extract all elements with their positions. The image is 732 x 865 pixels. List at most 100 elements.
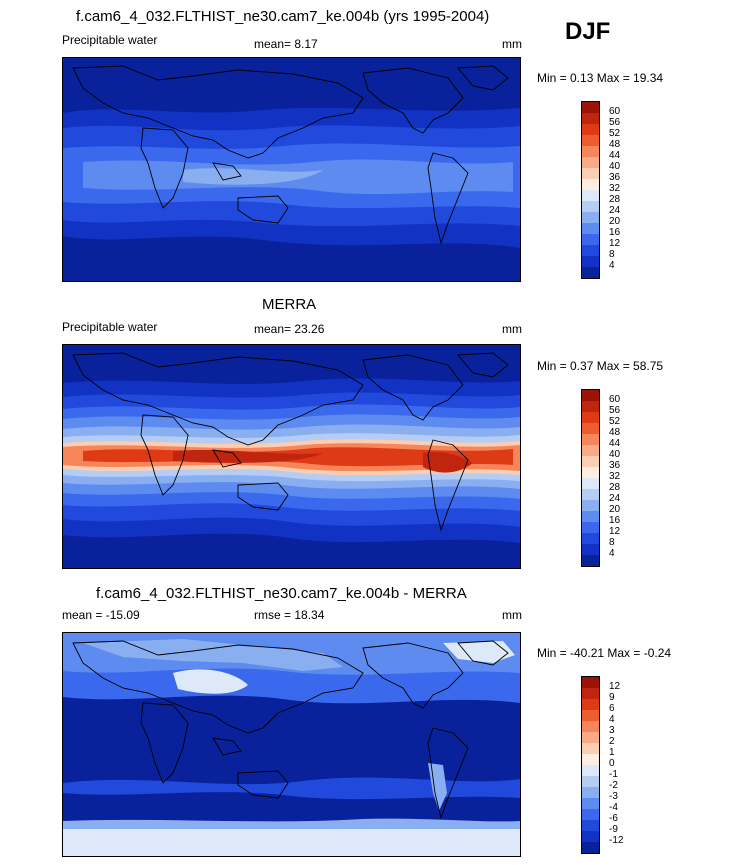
colorbar-swatch bbox=[582, 710, 599, 721]
colorbar-tick-label: 24 bbox=[609, 493, 621, 504]
colorbar-swatch bbox=[582, 743, 599, 754]
colorbar-swatch bbox=[582, 544, 599, 555]
colorbar-swatch bbox=[582, 798, 599, 809]
colorbar-swatch bbox=[582, 245, 599, 256]
colorbar-tick-label: 60 bbox=[609, 394, 621, 405]
panel3-title: f.cam6_4_032.FLTHIST_ne30.cam7_ke.004b -… bbox=[96, 585, 467, 602]
colorbar-swatch bbox=[582, 223, 599, 234]
colorbar-tick-label: 36 bbox=[609, 172, 621, 183]
colorbar-swatch bbox=[582, 423, 599, 434]
panel2-title: MERRA bbox=[262, 296, 317, 313]
panel3-colorbar bbox=[581, 676, 600, 854]
colorbar-tick-label: 52 bbox=[609, 416, 621, 427]
colorbar-tick-label: 8 bbox=[609, 249, 615, 260]
panel3-units-label: mm bbox=[502, 608, 522, 622]
colorbar-swatch bbox=[582, 168, 599, 179]
colorbar-tick-label: -4 bbox=[609, 802, 618, 813]
colorbar-tick-label: 32 bbox=[609, 471, 621, 482]
colorbar-swatch bbox=[582, 390, 599, 401]
colorbar-tick-label: -9 bbox=[609, 824, 618, 835]
colorbar-swatch bbox=[582, 135, 599, 146]
colorbar-swatch bbox=[582, 721, 599, 732]
colorbar-swatch bbox=[582, 489, 599, 500]
colorbar-tick-label: 1 bbox=[609, 747, 615, 758]
panel1-colorbar bbox=[581, 101, 600, 279]
colorbar-swatch bbox=[582, 113, 599, 124]
colorbar-tick-label: 40 bbox=[609, 161, 621, 172]
difference-map bbox=[62, 632, 521, 857]
colorbar-swatch bbox=[582, 267, 599, 278]
colorbar-swatch bbox=[582, 157, 599, 168]
colorbar-swatch bbox=[582, 434, 599, 445]
panel3-mean-label: mean = -15.09 bbox=[62, 608, 140, 622]
colorbar-tick-label: 8 bbox=[609, 537, 615, 548]
colorbar-tick-label: -2 bbox=[609, 780, 618, 791]
panel2-variable-label: Precipitable water bbox=[62, 320, 158, 334]
panel2-minmax: Min = 0.37 Max = 58.75 bbox=[537, 359, 664, 373]
colorbar-swatch bbox=[582, 765, 599, 776]
colorbar-swatch bbox=[582, 478, 599, 489]
panel2-units-label: mm bbox=[502, 322, 522, 336]
colorbar-tick-label: 16 bbox=[609, 515, 621, 526]
colorbar-swatch bbox=[582, 412, 599, 423]
colorbar-tick-label: 24 bbox=[609, 205, 621, 216]
colorbar-swatch bbox=[582, 234, 599, 245]
panel3-rmse-label: rmse = 18.34 bbox=[254, 608, 325, 622]
colorbar-swatch bbox=[582, 190, 599, 201]
colorbar-swatch bbox=[582, 787, 599, 798]
colorbar-swatch bbox=[582, 212, 599, 223]
panel1-variable-label: Precipitable water bbox=[62, 33, 158, 47]
colorbar-swatch bbox=[582, 533, 599, 544]
colorbar-tick-label: -3 bbox=[609, 791, 618, 802]
colorbar-tick-label: 9 bbox=[609, 692, 615, 703]
colorbar-swatch bbox=[582, 467, 599, 478]
panel1-units-label: mm bbox=[502, 37, 522, 51]
colorbar-tick-label: -1 bbox=[609, 769, 618, 780]
colorbar-swatch bbox=[582, 445, 599, 456]
colorbar-tick-label: 12 bbox=[609, 681, 621, 692]
colorbar-swatch bbox=[582, 179, 599, 190]
colorbar-tick-label: 12 bbox=[609, 526, 621, 537]
colorbar-swatch bbox=[582, 511, 599, 522]
season-label: DJF bbox=[565, 18, 611, 45]
colorbar-swatch bbox=[582, 699, 599, 710]
colorbar-swatch bbox=[582, 456, 599, 467]
panel2-mean-label: mean= 23.26 bbox=[254, 322, 325, 336]
colorbar-swatch bbox=[582, 555, 599, 566]
colorbar-tick-label: 28 bbox=[609, 194, 621, 205]
colorbar-swatch bbox=[582, 201, 599, 212]
colorbar-swatch bbox=[582, 688, 599, 699]
colorbar-swatch bbox=[582, 754, 599, 765]
colorbar-swatch bbox=[582, 500, 599, 511]
colorbar-swatch bbox=[582, 732, 599, 743]
panel3-minmax: Min = -40.21 Max = -0.24 bbox=[537, 646, 672, 660]
colorbar-swatch bbox=[582, 124, 599, 135]
colorbar-tick-label: 3 bbox=[609, 725, 615, 736]
panel2-colorbar bbox=[581, 389, 600, 567]
colorbar-tick-label: -6 bbox=[609, 813, 618, 824]
colorbar-tick-label: 0 bbox=[609, 758, 615, 769]
colorbar-tick-label: 48 bbox=[609, 427, 621, 438]
colorbar-swatch bbox=[582, 102, 599, 113]
colorbar-tick-label: 4 bbox=[609, 260, 615, 271]
colorbar-swatch bbox=[582, 256, 599, 267]
colorbar-tick-label: 12 bbox=[609, 238, 621, 249]
colorbar-tick-label: 56 bbox=[609, 405, 621, 416]
colorbar-tick-label: 52 bbox=[609, 128, 621, 139]
colorbar-tick-label: 20 bbox=[609, 504, 621, 515]
colorbar-tick-label: 44 bbox=[609, 150, 621, 161]
merra-map bbox=[62, 344, 521, 569]
colorbar-tick-label: 20 bbox=[609, 216, 621, 227]
colorbar-swatch bbox=[582, 146, 599, 157]
colorbar-tick-label: 60 bbox=[609, 106, 621, 117]
colorbar-swatch bbox=[582, 842, 599, 853]
colorbar-swatch bbox=[582, 677, 599, 688]
colorbar-tick-label: 48 bbox=[609, 139, 621, 150]
colorbar-tick-label: 40 bbox=[609, 449, 621, 460]
colorbar-tick-label: 16 bbox=[609, 227, 621, 238]
colorbar-swatch bbox=[582, 809, 599, 820]
colorbar-tick-label: -12 bbox=[609, 835, 624, 846]
colorbar-swatch bbox=[582, 522, 599, 533]
colorbar-tick-label: 2 bbox=[609, 736, 615, 747]
colorbar-tick-label: 28 bbox=[609, 482, 621, 493]
